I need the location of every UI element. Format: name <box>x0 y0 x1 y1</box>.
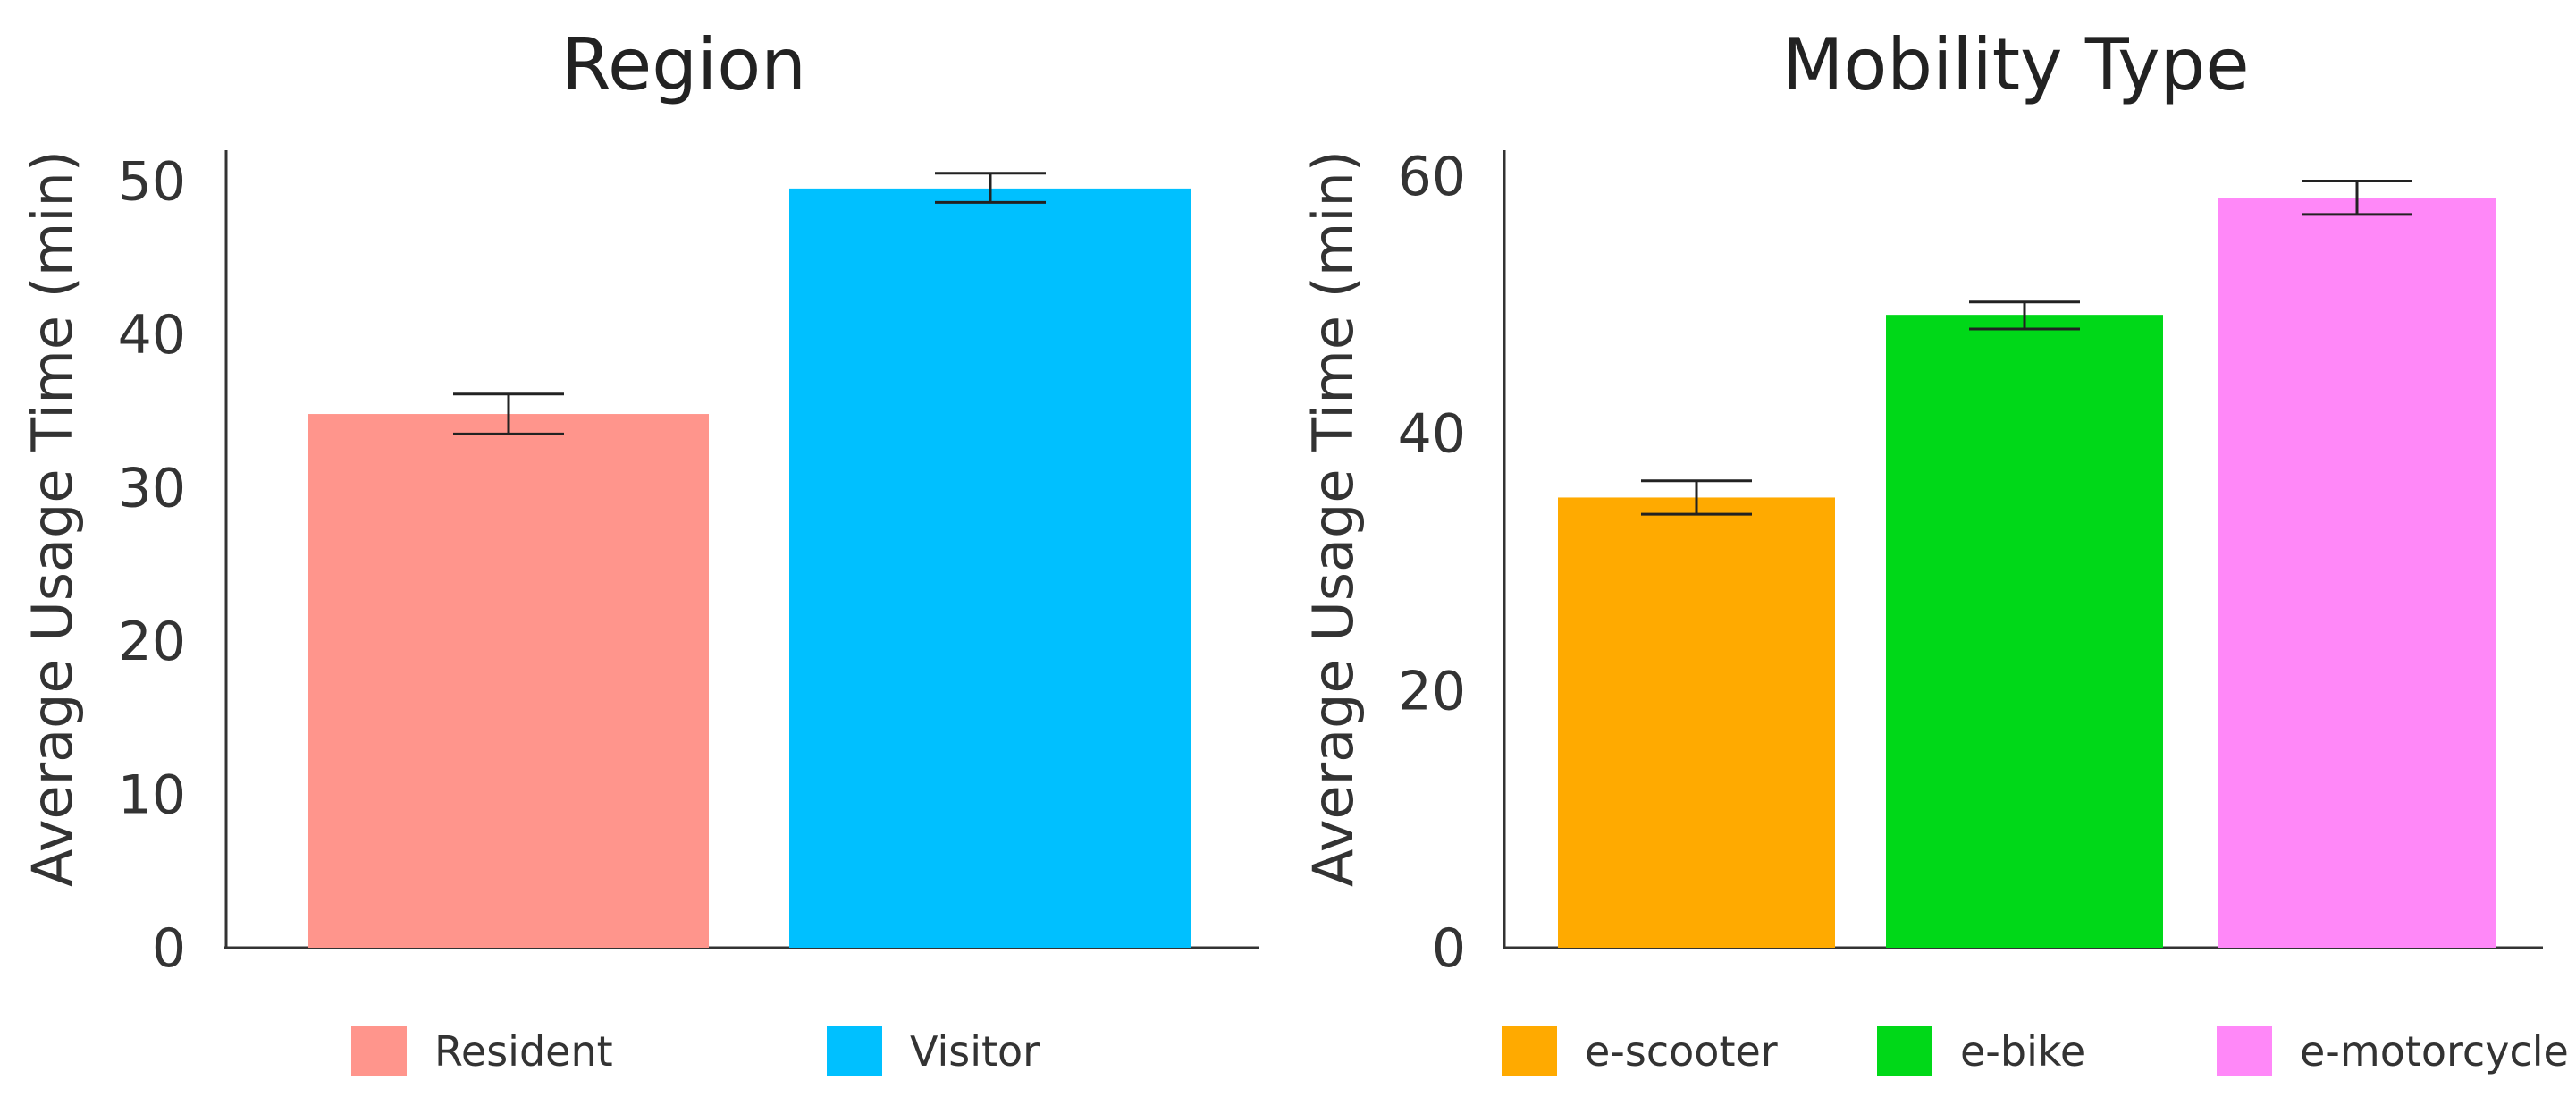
y-tick-label: 0 <box>1432 917 1466 980</box>
y-tick-label: 60 <box>1398 146 1466 208</box>
legend-swatch <box>1877 1026 1932 1076</box>
y-axis-label: Average Usage Time (min) <box>1301 150 1366 887</box>
y-ticks: 0 20 40 60 <box>1398 146 1466 980</box>
legend-label: Visitor <box>910 1027 1040 1076</box>
legend: Resident Visitor <box>351 1026 1040 1076</box>
legend-swatch <box>351 1026 407 1076</box>
bars <box>308 188 1191 948</box>
legend-label: e-scooter <box>1585 1027 1778 1076</box>
bars <box>1558 198 2496 949</box>
legend-label: e-bike <box>1960 1027 2085 1076</box>
error-bars <box>1641 180 2412 516</box>
legend-label: Resident <box>434 1027 613 1076</box>
y-tick-label: 0 <box>152 917 186 980</box>
error-bars <box>453 172 1046 435</box>
bar-visitor <box>789 188 1191 948</box>
chart-title: Region <box>561 23 806 106</box>
y-tick-label: 20 <box>1398 660 1466 722</box>
region-chart: Region Average Usage Time (min) 0 10 20 30 4… <box>20 23 1259 1076</box>
legend-swatch <box>2217 1026 2272 1076</box>
chart-title: Mobility Type <box>1781 23 2249 106</box>
mobility-type-chart: Mobility Type Average Usage Time (min) 0… <box>1301 23 2569 1076</box>
y-tick-label: 20 <box>118 611 186 673</box>
y-axis-label: Average Usage Time (min) <box>20 150 85 887</box>
legend-swatch <box>827 1026 882 1076</box>
y-tick-label: 30 <box>118 457 186 519</box>
bar-e-motorcycle <box>2218 198 2496 949</box>
bar-resident <box>308 414 709 948</box>
y-tick-label: 40 <box>118 304 186 367</box>
bar-e-scooter <box>1558 497 1835 948</box>
y-tick-label: 10 <box>118 764 186 826</box>
bar-e-bike <box>1886 315 2163 948</box>
y-tick-label: 40 <box>1398 403 1466 466</box>
legend: e-scooter e-bike e-motorcycle <box>1502 1026 2569 1076</box>
y-ticks: 0 10 20 30 40 50 <box>118 150 186 980</box>
legend-label: e-motorcycle <box>2300 1027 2569 1076</box>
legend-swatch <box>1502 1026 1557 1076</box>
y-tick-label: 50 <box>118 150 186 213</box>
